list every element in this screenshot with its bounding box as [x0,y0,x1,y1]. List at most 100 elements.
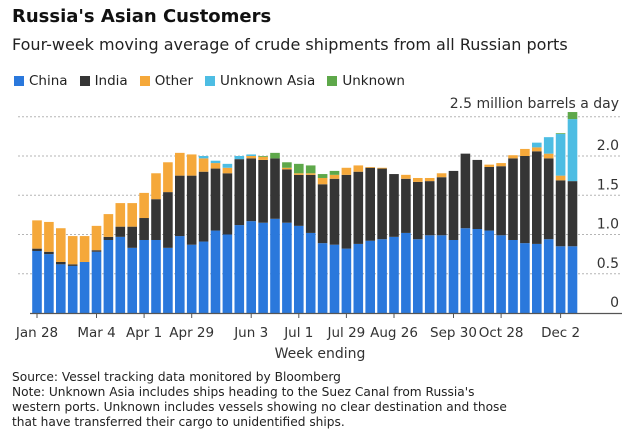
bar-china [305,232,316,313]
bar-other [520,148,530,156]
legend-item-india: India [79,73,128,89]
bar-china [424,235,435,313]
bar-stack [436,173,447,313]
chart-subtitle: Four-week moving average of crude shipme… [12,35,568,54]
bar-stack [329,170,340,313]
bar-unknown-asia [198,156,209,159]
bar-china [222,234,233,313]
legend-swatch [139,76,150,86]
bar-stack [472,159,483,313]
bar-stack [103,214,114,313]
bar-other [401,174,411,179]
chart-plot: 0 0.5 1.0 1.5 2.0 2.5 million barrels a day Ja… [15,96,622,362]
bar-other [186,154,197,176]
bar-china [413,239,423,313]
bar-china [567,246,578,313]
bar-china [115,236,126,313]
x-tick-label: Apr 1 [126,325,162,341]
bar-unknown-asia [210,160,221,164]
bar-india [115,226,126,237]
bar-other [329,174,340,179]
bar-other [543,153,554,159]
bar-india [234,159,245,226]
bar-stack [32,220,42,313]
bar-stack [258,156,268,313]
bar-stack [186,154,197,313]
bar-other [210,163,221,169]
bar-china [44,254,54,313]
bar-india [436,177,447,236]
bar-stack [508,155,518,313]
bar-other [56,228,66,262]
bar-china [520,243,530,313]
bar-china [175,236,185,313]
bar-india [472,159,483,230]
bar-india [186,175,197,245]
bar-china [270,218,280,313]
bar-stack [555,133,566,313]
bar-china [32,250,42,313]
bar-stack [305,165,316,313]
bar-india [139,218,149,240]
bar-stack [341,167,352,313]
bar-india [222,173,233,235]
bar-other [317,177,328,185]
bar-unknown-asia [234,156,245,160]
legend-label: Unknown [342,73,405,89]
x-tick-label: Jun 3 [233,325,268,341]
bar-unknown-asia [555,134,566,176]
y-axis-unit-label: 2.5 million barrels a day [450,96,619,112]
legend-item-unknown-asia: Unknown Asia [205,73,315,89]
bar-stack [127,203,137,313]
bar-china [341,248,352,313]
bar-other [341,167,352,175]
x-tick-label: Mar 4 [77,325,115,341]
bar-china [210,230,221,313]
x-tick-label: Aug 26 [370,325,418,341]
bar-stack [56,228,66,313]
bar-other [365,166,375,168]
bar-stack [115,203,126,313]
bar-other [222,167,233,174]
bar-stack [389,174,399,313]
bar-stack [520,148,530,313]
bar-other [163,162,173,193]
chart-title: Russia's Asian Customers [12,6,272,27]
bar-china [508,239,518,313]
bar-india [567,181,578,247]
bar-stack [377,167,387,313]
bar-other [294,173,304,175]
bar-china [127,247,137,313]
bar-unknown [258,156,268,157]
x-tick-label: Oct 28 [479,325,524,341]
bar-china [353,243,364,313]
x-tick-label: Apr 29 [169,325,214,341]
bar-other [67,236,78,265]
bar-india [532,151,542,244]
bar-india [448,170,459,240]
bar-stack [543,137,554,313]
bar-stack [353,165,364,313]
bar-india [91,250,102,252]
bar-stack [448,170,459,313]
x-tick-label: Dec 2 [541,325,580,341]
bar-india [365,167,375,241]
bar-china [472,229,483,313]
bar-stack [175,152,185,313]
bar-other [424,177,435,182]
bar-india [210,168,221,231]
bar-china [246,221,256,313]
bar-other [115,203,126,227]
bar-india [32,248,42,251]
y-tick-label: 0.5 [597,256,619,272]
bar-china [198,241,209,313]
legend-swatch [327,76,338,86]
legend-label: Other [154,73,194,89]
y-tick-label: 2.0 [597,138,619,154]
bar-other [32,220,42,249]
bar-india [270,158,280,219]
bar-stack [365,166,375,313]
bar-unknown [317,174,328,178]
bar-china [555,246,566,313]
bar-china [139,239,149,313]
